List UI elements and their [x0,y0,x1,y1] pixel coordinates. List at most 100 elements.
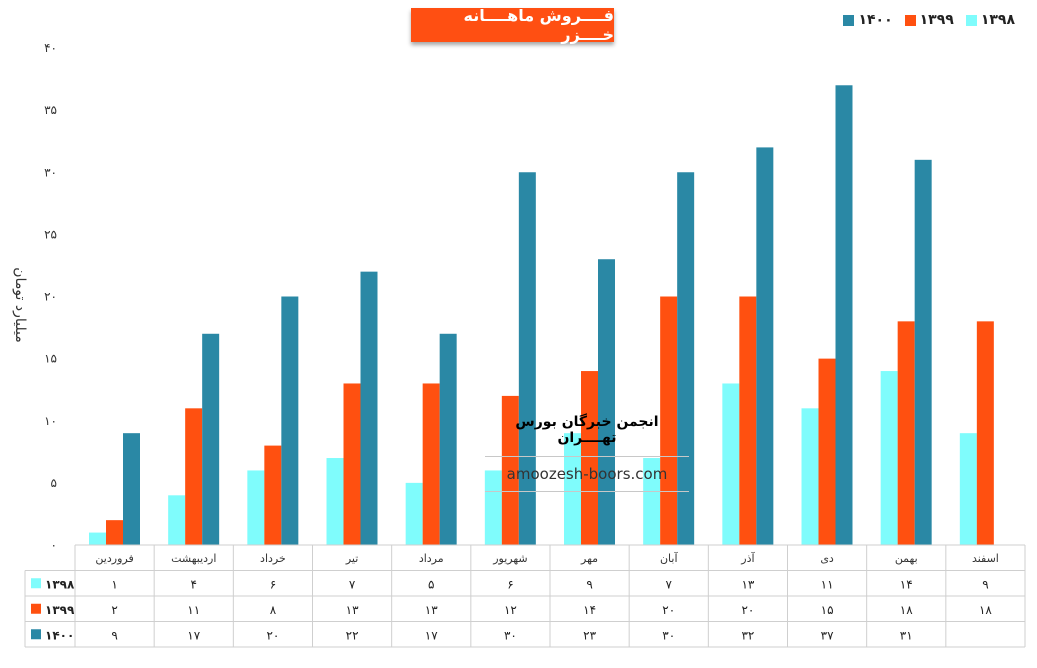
table-series-name: ۱۳۹۹ [45,603,75,617]
table-legend-swatch [31,603,41,614]
bar [106,520,123,545]
data-label: ۳۰ [504,628,517,642]
bar [422,383,440,545]
bar [343,383,361,545]
data-label: ۱۱ [187,603,200,617]
axis-layer: ۰ ۵ ۱۰ ۱۵ ۲۰ ۲۵ ۳۰ ۳۵ ۴۰ [44,41,57,552]
data-label: ۲۲ [346,628,359,642]
data-label: ۱۱ [821,577,834,591]
data-label: ۳۱ [900,628,913,642]
data-label: ۱۷ [425,628,438,642]
bar [598,259,615,545]
bar [247,470,265,545]
y-axis-label-text: میلیارد تومان [12,267,28,343]
table-series-name: ۱۳۹۸ [45,577,75,591]
bar [202,333,220,545]
bar [756,147,774,545]
data-label: ۳۷ [821,628,834,642]
category-label: اسفند [972,552,999,565]
table-legend-swatch [31,629,41,640]
legend-item-1400: ۱۴۰۰ [843,12,893,28]
data-label: ۱۳ [741,577,754,591]
bar [801,408,819,545]
bar [660,296,678,545]
category-label: مهر [580,552,598,565]
category-label: شهریور [492,552,527,565]
chart-title: فــــروش ماهــــانه خــــزر [411,6,614,44]
y-tick-label: ۰ [51,538,57,552]
legend-swatch-1400 [843,14,855,26]
watermark: انجمن خبرگان بورس تهــــران amoozesh-boo… [485,414,689,492]
bar [185,408,203,545]
bar [581,371,598,545]
legend-swatch-1399 [904,14,916,26]
table-series-name: ۱۴۰۰ [45,628,74,642]
bar [880,371,898,545]
bar [326,458,344,545]
data-label: ۹ [586,577,592,591]
bar [897,321,915,545]
bar [914,159,932,545]
data-label: ۷ [349,577,356,591]
legend-swatch-1398 [965,14,977,26]
watermark-title: انجمن خبرگان بورس تهــــران [515,414,659,446]
y-tick-label: ۲۰ [44,290,57,304]
data-label: ۷ [666,577,673,591]
bar [518,172,536,545]
watermark-divider-bottom [485,491,689,492]
data-label: ۶ [270,577,276,591]
data-label: ۱۳ [346,603,359,617]
bar [264,445,282,545]
data-label: ۲۳ [583,628,596,642]
data-label: ۱۸ [900,603,913,617]
table-legend-swatch [31,578,41,589]
category-label: دی [820,552,834,565]
data-label: ۹ [982,577,988,591]
legend-item-1399: ۱۳۹۹ [904,12,954,28]
bar [959,433,977,545]
data-label: ۲ [111,603,117,617]
bar [722,383,740,545]
bar [739,296,757,545]
category-label: آبان [660,551,678,565]
legend: ۱۴۰۰ ۱۳۹۹ ۱۳۹۸ [843,12,1015,28]
watermark-url: amoozesh-boors.com [506,465,668,483]
bar [818,358,836,545]
bar [677,172,695,545]
bar [484,470,502,545]
category-label: خرداد [260,552,286,565]
data-label: ۱ [111,577,117,591]
data-label: ۲۰ [741,603,754,617]
category-label: تیر [345,552,358,565]
data-label: ۱۴ [900,577,913,591]
category-label: اردیبهشت [171,552,216,565]
y-tick-label: ۳۰ [44,165,57,179]
data-label: ۲۰ [662,603,675,617]
data-label: ۵ [428,577,434,591]
data-label: ۴ [191,577,197,591]
data-label: ۱۷ [187,628,200,642]
legend-item-1398: ۱۳۹۸ [965,12,1015,28]
y-tick-label: ۲۵ [44,227,57,241]
bar [501,395,519,545]
data-label: ۱۲ [504,603,517,617]
data-label: ۱۴ [583,603,596,617]
y-tick-label: ۱۵ [44,352,57,366]
category-label: بهمن [895,552,918,565]
category-label: مرداد [419,552,444,565]
y-tick-label: ۵ [51,476,57,490]
bar [564,433,581,545]
data-label: ۳۲ [741,628,754,642]
watermark-divider-top [485,456,689,457]
legend-label-1398: ۱۳۹۸ [980,12,1015,28]
bar [123,433,140,545]
bar [439,333,457,545]
category-label: آذر [740,551,755,565]
bar-layer [89,85,994,546]
data-table: فروردین اردیبهشت خرداد تیر مرداد شهریور مهر آبا… [24,544,1026,648]
data-label: ۸ [270,603,277,617]
y-tick-label: ۱۰ [44,414,57,428]
y-tick-label: ۴۰ [44,41,57,55]
bar [643,458,661,545]
